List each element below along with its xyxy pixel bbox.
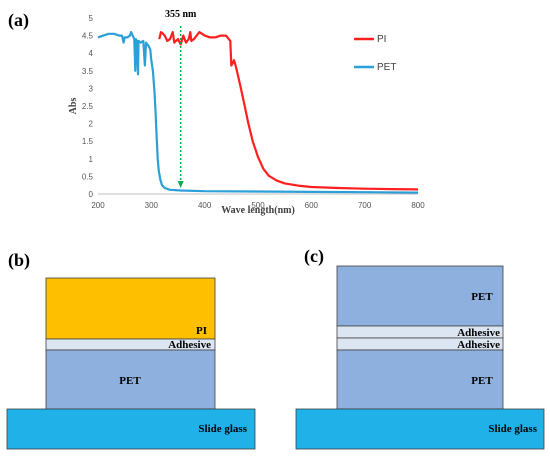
adhesive-layer-1-label: Adhesive [457, 327, 500, 339]
layer-stack-b: PI Adhesive PET Slide glass [6, 277, 256, 450]
annotation-355nm: 355 nm [165, 9, 197, 188]
x-tick-label: 400 [198, 201, 212, 210]
x-tick-label: 800 [411, 201, 425, 210]
legend: PI PET [354, 34, 396, 73]
pet-layer-top [336, 265, 504, 327]
y-tick-label: 0 [89, 190, 94, 199]
x-tick-labels: 200 300 400 500 600 700 800 [91, 201, 425, 210]
pi-layer [45, 277, 216, 340]
absorbance-chart: 0 0.5 1 1.5 2 2.5 3 3.5 4 4.5 5 200 300 400 500 600 700… [68, 9, 425, 216]
layer-stack-c: PET Adhesive Adhesive PET Slide glass [295, 265, 545, 450]
series-lines [97, 30, 419, 194]
y-tick-label: 3.5 [82, 67, 94, 76]
y-tick-label: 3 [89, 84, 94, 93]
x-tick-label: 700 [358, 201, 372, 210]
x-tick-label: 300 [145, 201, 159, 210]
legend-label-pet: PET [377, 62, 396, 73]
pet-layer-bottom [336, 349, 504, 410]
adhesive-layer-label: Adhesive [168, 339, 211, 351]
y-tick-label: 2 [89, 120, 94, 129]
slide-glass-c-label: Slide glass [488, 423, 537, 435]
slide-glass [6, 408, 256, 450]
x-axis-title: Wave length(nm) [221, 205, 295, 216]
series-line-pet [97, 30, 419, 194]
pet-layer-top-label: PET [471, 291, 493, 303]
y-axis-title: Abs [68, 98, 79, 115]
adhesive-layer-2-label: Adhesive [457, 339, 500, 351]
pet-layer-label: PET [119, 375, 141, 387]
x-tick-label: 200 [91, 201, 105, 210]
y-tick-label: 5 [89, 14, 94, 23]
y-tick-label: 0.5 [82, 172, 94, 181]
slide-glass-c [295, 408, 545, 450]
pet-layer [45, 349, 216, 410]
series-line-pi [158, 30, 419, 191]
y-tick-label: 1 [89, 155, 94, 164]
y-tick-label: 1.5 [82, 137, 94, 146]
panel-label-a: (a) [8, 10, 29, 31]
x-tick-label: 600 [305, 201, 319, 210]
y-tick-label: 4 [89, 49, 94, 58]
slide-glass-label: Slide glass [198, 423, 247, 435]
pet-layer-bottom-label: PET [471, 375, 493, 387]
y-tick-label: 2.5 [82, 102, 94, 111]
panel-label-c: (c) [304, 246, 324, 267]
annotation-label: 355 nm [165, 9, 197, 20]
annotation-arrowhead [177, 181, 184, 188]
legend-label-pi: PI [377, 34, 386, 45]
panel-label-b: (b) [8, 250, 30, 271]
y-tick-label: 4.5 [82, 32, 94, 41]
x-tick-label: 500 [251, 201, 265, 210]
pi-layer-label: PI [196, 325, 207, 337]
y-tick-labels: 0 0.5 1 1.5 2 2.5 3 3.5 4 4.5 5 [82, 14, 94, 199]
